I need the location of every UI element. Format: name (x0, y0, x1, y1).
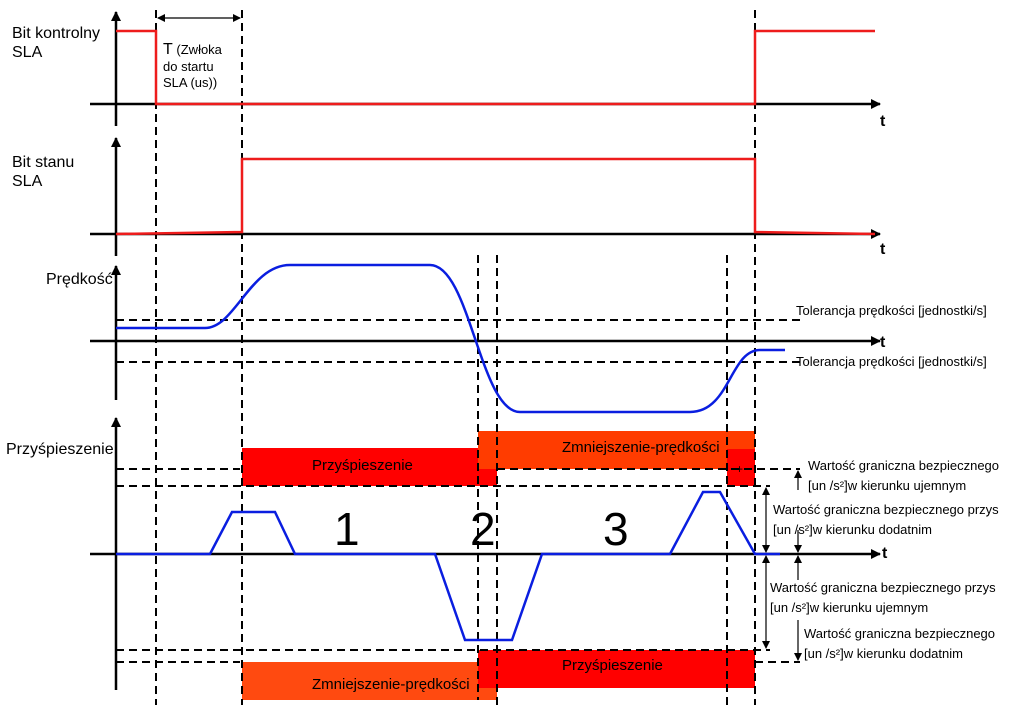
t-axis-label: t (882, 545, 888, 562)
limit-annotation: Wartość graniczna bezpiecznego [un /s²]w … (808, 458, 1000, 493)
dashed-guides (116, 10, 800, 705)
phase-1-label: 1 (334, 503, 360, 555)
velocity-tolerance-lower: Tolerancja prędkości [jednostki/s] (796, 354, 987, 369)
status-bit-signal (115, 157, 876, 236)
phase-2-label: 2 (470, 503, 496, 555)
control-bit-signal (116, 29, 875, 106)
phase-blocks (242, 431, 755, 700)
velocity-tolerance-upper: Tolerancja prędkości [jednostki/s] (796, 303, 987, 318)
t-axis-label: t (880, 113, 886, 130)
small-plus-block (727, 449, 755, 486)
limit-annotation: Wartość graniczna bezpiecznego przys [un … (773, 502, 999, 537)
top-accel-label: Przyśpieszenie (312, 457, 413, 474)
t-axis-label: t (880, 241, 886, 258)
top-decel-block (478, 431, 755, 469)
bottom-decel-label: Zmniejszenie-prędkości (312, 676, 470, 693)
control-bit-label: Bit kontrolny SLA (12, 25, 101, 62)
limit-annotation: Wartość graniczna bezpiecznego [un /s²]w … (804, 626, 996, 661)
delay-annotation: T (Zwłoka do startu SLA (us)) (163, 41, 222, 90)
small-plus-label: + (736, 462, 744, 476)
bottom-accel-label: Przyśpieszenie (562, 657, 663, 674)
phase-3-label: 3 (603, 503, 629, 555)
t-axis-label: t (880, 334, 886, 351)
top-accel-block (242, 448, 497, 486)
velocity-curve (116, 263, 785, 414)
bottom-accel-block (478, 650, 755, 688)
dimension-arrows (157, 14, 802, 661)
status-bit-label: Bit stanu SLA (12, 154, 75, 191)
top-decel-label: Zmniejszenie-prędkości (562, 439, 720, 456)
acceleration-curve (116, 490, 780, 642)
acceleration-label: Przyśpieszenie (6, 441, 114, 458)
limit-annotation: Wartość graniczna bezpiecznego przys [un … (770, 580, 996, 615)
bottom-decel-block (242, 662, 497, 700)
velocity-label: Prędkość (46, 271, 113, 288)
